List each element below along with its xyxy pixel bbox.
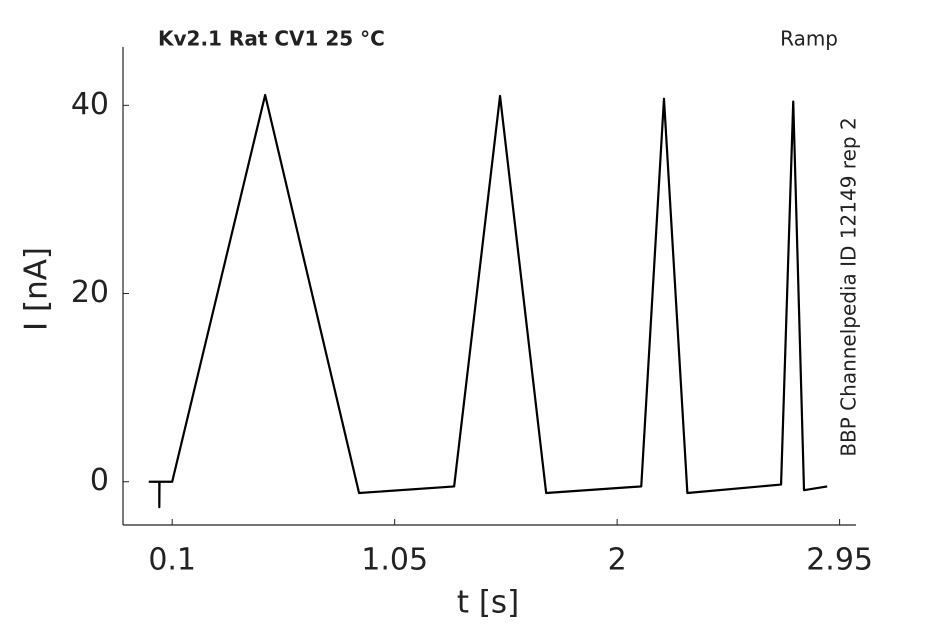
x-tick-label: 2.95	[806, 543, 873, 578]
data-line	[148, 93, 828, 509]
annotation: BBP Channelpedia ID 12149 rep 2	[837, 117, 861, 456]
chart-title: Kv2.1 Rat CV1 25 °C	[158, 27, 385, 51]
x-axis-label: t [s]	[457, 585, 519, 621]
y-tick-label: 0	[90, 463, 109, 498]
y-tick-label: 40	[71, 87, 109, 122]
y-tick-label: 20	[71, 275, 109, 310]
x-tick-label: 1.05	[361, 543, 428, 578]
x-tick-label: 0.1	[148, 543, 196, 578]
x-tick-label: 2	[608, 543, 627, 578]
chart-subtitle: Ramp	[780, 27, 838, 51]
y-axis-label: I [nA]	[19, 247, 55, 331]
